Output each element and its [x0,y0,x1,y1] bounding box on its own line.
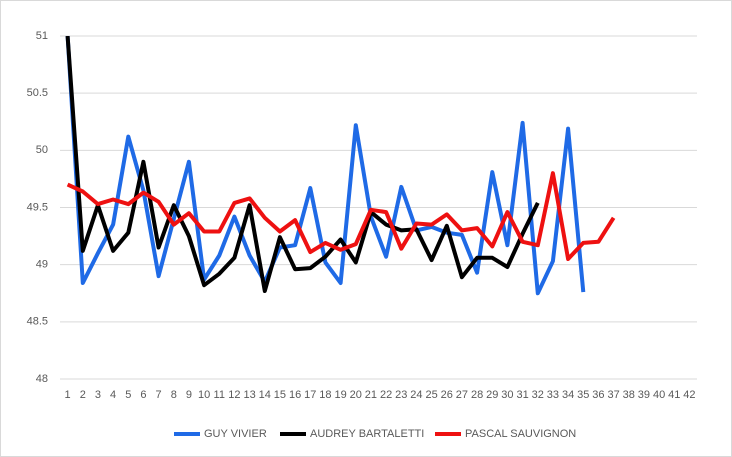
x-tick-label: 28 [471,389,483,401]
y-tick-label: 48.5 [27,316,48,328]
x-tick-label: 19 [334,389,346,401]
y-tick-label: 50.5 [27,87,48,99]
legend-label: AUDREY BARTALETTI [310,428,424,440]
x-tick-label: 38 [623,389,635,401]
x-tick-label: 42 [683,389,695,401]
x-tick-label: 17 [304,389,316,401]
x-tick-label: 23 [395,389,407,401]
x-tick-label: 33 [547,389,559,401]
series-line [65,36,586,296]
x-tick-label: 13 [243,389,255,401]
y-tick-label: 49 [36,259,48,271]
x-tick-label: 31 [516,389,528,401]
x-tick-label: 21 [365,389,377,401]
legend-label: GUY VIVIER [204,428,267,440]
y-tick-label: 51 [36,30,48,42]
plot-area [65,36,616,296]
x-tick-label: 5 [125,389,131,401]
x-tick-label: 30 [501,389,513,401]
x-tick-label: 9 [186,389,192,401]
x-tick-label: 26 [441,389,453,401]
x-tick-label: 16 [289,389,301,401]
y-tick-label: 50 [36,144,48,156]
x-tick-label: 22 [380,389,392,401]
x-tick-label: 40 [653,389,665,401]
y-tick-label: 48 [36,373,48,385]
x-tick-label: 29 [486,389,498,401]
y-tick-label: 49.5 [27,201,48,213]
x-tick-label: 11 [214,389,225,401]
x-tick-label: 25 [425,389,437,401]
series-line [65,36,540,293]
x-tick-label: 1 [65,389,71,401]
x-tick-label: 27 [456,389,468,401]
x-tick-label: 37 [607,389,619,401]
x-tick-label: 39 [638,389,650,401]
x-tick-label: 34 [562,389,574,401]
legend-label: PASCAL SAUVIGNON [465,428,576,440]
x-tick-label: 15 [274,389,286,401]
x-tick-label: 3 [95,389,101,401]
series-line [66,171,616,261]
x-tick-label: 4 [110,389,116,401]
x-tick-label: 8 [171,389,177,401]
x-tick-label: 7 [156,389,162,401]
x-tick-label: 10 [198,389,210,401]
x-tick-label: 35 [577,389,589,401]
x-tick-label: 36 [592,389,604,401]
x-tick-label: 18 [319,389,331,401]
x-tick-label: 41 [668,389,680,401]
x-tick-label: 14 [259,389,271,401]
x-tick-label: 2 [80,389,86,401]
x-tick-label: 20 [350,389,362,401]
x-tick-label: 32 [532,389,544,401]
x-tick-label: 12 [228,389,240,401]
x-tick-label: 6 [140,389,146,401]
x-tick-label: 24 [410,389,422,401]
